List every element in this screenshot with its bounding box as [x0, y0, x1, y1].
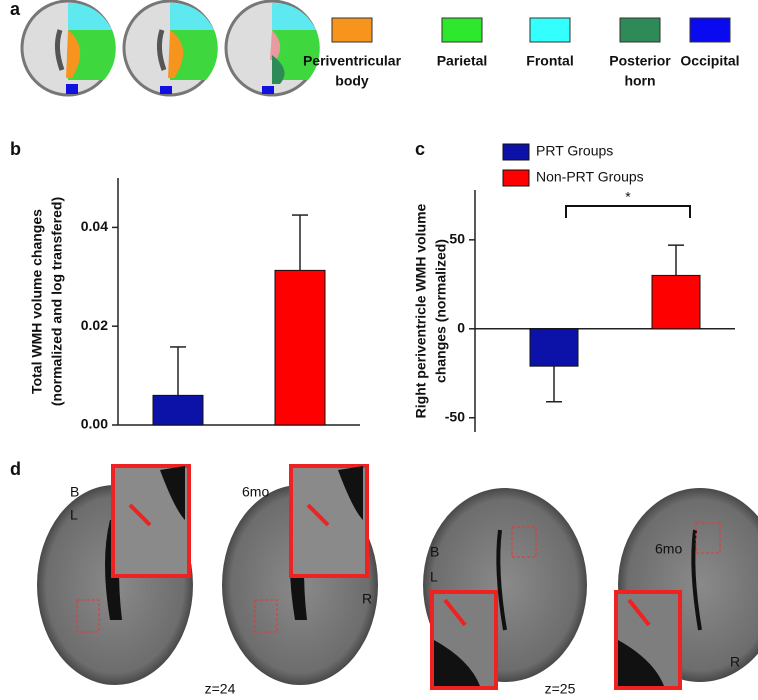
legend-label: PRT Groups	[536, 143, 613, 159]
mri-label: B	[430, 544, 439, 560]
panel-label: d	[10, 459, 21, 479]
legend-swatch	[689, 17, 731, 43]
mri-label: 6mo	[655, 541, 682, 557]
legend-swatch	[502, 169, 530, 187]
y-tick-label: -50	[445, 408, 465, 424]
legend-label: horn	[624, 73, 655, 89]
y-axis-label: changes (normalized)	[433, 239, 449, 383]
panel-label: b	[10, 139, 21, 159]
panel-label: c	[415, 139, 425, 159]
legend-label: body	[335, 73, 369, 89]
legend-label: Parietal	[437, 53, 488, 69]
mri-label: L	[70, 507, 78, 523]
legend-label: Periventricular	[303, 53, 402, 69]
y-tick-label: 50	[449, 231, 465, 247]
panel-label: a	[10, 0, 21, 19]
legend-label: Posterior	[609, 53, 671, 69]
y-axis-label: (normalized and log transfered)	[49, 197, 65, 406]
mri-label: B	[70, 484, 79, 500]
legend-swatch	[502, 143, 530, 161]
y-axis-label: Total WMH volume changes	[29, 209, 45, 394]
bar	[529, 328, 579, 367]
legend-swatch	[441, 17, 483, 43]
mri-label: 6mo	[242, 484, 269, 500]
brain-atlas	[20, 0, 320, 97]
significance-mark: *	[625, 189, 631, 205]
legend-swatch	[529, 17, 571, 43]
mri-label: z=24	[205, 681, 236, 697]
bar	[152, 394, 204, 426]
legend-label: Frontal	[526, 53, 573, 69]
y-axis-label: Right periventricle WMH volume	[413, 203, 429, 418]
legend-label: Non-PRT Groups	[536, 169, 644, 185]
mri-label: R	[730, 654, 740, 670]
y-tick-label: 0.00	[81, 416, 108, 432]
legend-label: Occipital	[680, 53, 739, 69]
y-tick-label: 0	[457, 319, 465, 335]
mri-label: z=25	[545, 681, 576, 697]
legend-swatch	[619, 17, 661, 43]
y-tick-label: 0.02	[81, 317, 108, 333]
mri-label: R	[362, 591, 372, 607]
mri-label: L	[430, 569, 438, 585]
bar	[274, 269, 326, 426]
legend-swatch	[331, 17, 373, 43]
y-tick-label: 0.04	[81, 218, 108, 234]
mri-images	[37, 464, 758, 690]
significance-bracket	[565, 205, 691, 218]
bar	[651, 274, 701, 330]
